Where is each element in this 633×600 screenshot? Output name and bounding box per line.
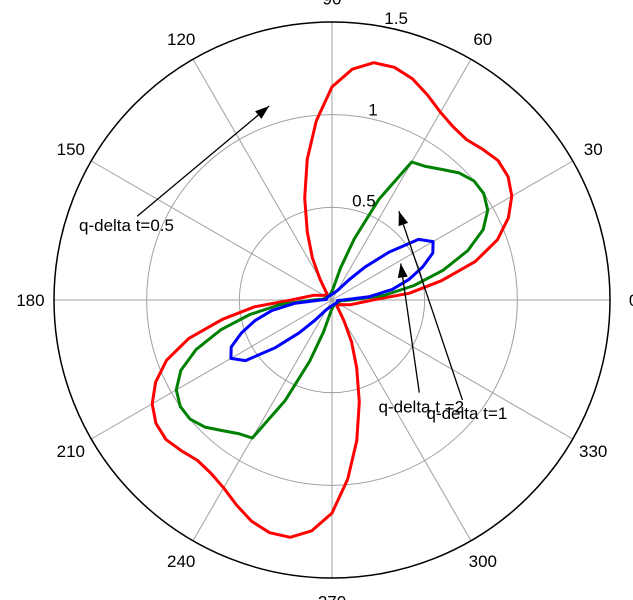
annotation-arrowhead [397, 263, 408, 278]
angle-tick-label: 120 [167, 30, 195, 49]
series-line [150, 61, 514, 539]
angle-tick-label: 300 [469, 552, 497, 571]
radial-tick-label: 1 [368, 101, 377, 120]
annotation-label: q-delta t=0.5 [79, 216, 174, 235]
angle-tick-label: 330 [579, 442, 607, 461]
angle-tick-label: 240 [167, 552, 195, 571]
annotation-arrow-line [136, 105, 270, 217]
angular-spoke [192, 58, 333, 301]
angle-tick-label: 180 [16, 291, 44, 310]
angular-spoke [192, 299, 333, 542]
series-line [229, 237, 435, 363]
angle-tick-label: 270 [318, 593, 346, 600]
angle-tick-label: 90 [323, 0, 342, 8]
outer-circle [53, 21, 611, 579]
angular-spoke [90, 160, 333, 301]
angle-tick-label: 60 [473, 30, 492, 49]
angular-spoke [331, 299, 472, 542]
angular-spoke [90, 299, 333, 440]
annotations: q-delta t=0.5 q-delta t=1q-delta t =2 [79, 105, 507, 423]
angle-tick-label: 0 [629, 291, 633, 310]
polar-grid [53, 21, 611, 579]
annotation-label: q-delta t=1 [426, 404, 507, 423]
tick-labels: 0 30 60 90 120 150 180 210 240 270 300 330 0.5 1 1.5 [16, 0, 633, 600]
angle-tick-label: 210 [57, 442, 85, 461]
annotation-label: q-delta t =2 [379, 398, 465, 417]
angle-tick-label: 30 [584, 140, 603, 159]
angular-spoke [331, 58, 472, 301]
angular-spoke [331, 160, 574, 301]
angle-tick-label: 150 [57, 140, 85, 159]
annotation-arrowhead [255, 106, 269, 119]
series-lines [150, 61, 514, 539]
annotation-arrow-line [398, 210, 464, 401]
annotation-arrow-line [400, 263, 420, 393]
radial-tick-label: 1.5 [384, 9, 408, 28]
radial-tick-label: 0.5 [352, 192, 376, 211]
annotation-arrowhead [398, 211, 409, 227]
